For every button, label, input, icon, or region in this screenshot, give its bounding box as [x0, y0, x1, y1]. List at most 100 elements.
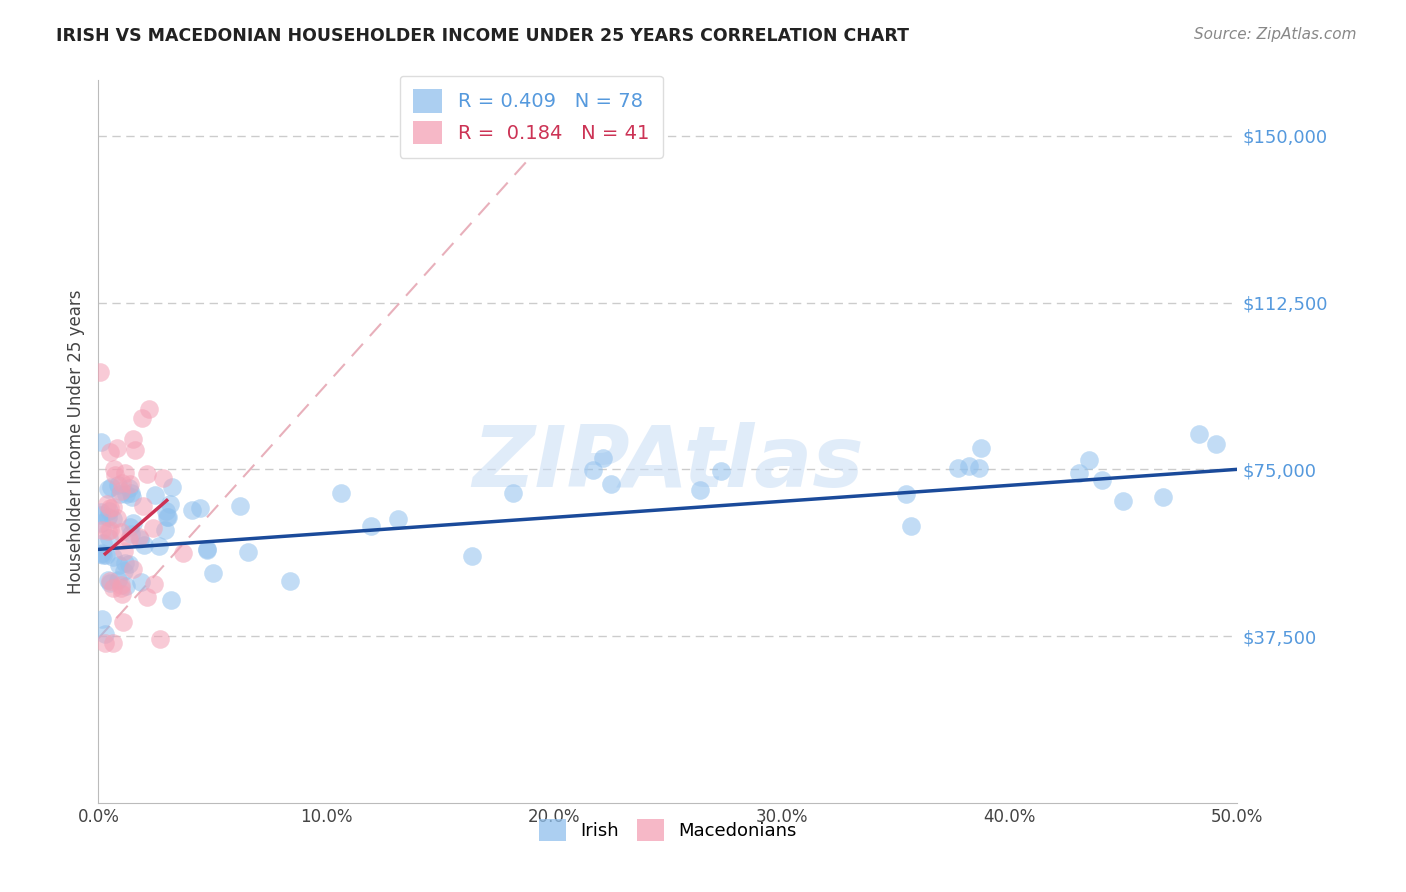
- Point: [101, 500, 124, 515]
- Point: [229, 499, 252, 513]
- Point: [159, 592, 181, 607]
- Point: [94, 627, 117, 641]
- Point: [156, 509, 179, 524]
- Point: [110, 524, 132, 539]
- Point: [97, 483, 120, 497]
- Point: [582, 463, 605, 477]
- Point: [121, 490, 143, 504]
- Point: [91, 612, 114, 626]
- Point: [1152, 490, 1174, 504]
- Text: Source: ZipAtlas.com: Source: ZipAtlas.com: [1194, 27, 1357, 42]
- Text: ZIPAtlas: ZIPAtlas: [472, 422, 863, 505]
- Point: [110, 578, 132, 592]
- Point: [181, 502, 204, 516]
- Point: [156, 510, 179, 524]
- Point: [103, 581, 125, 595]
- Point: [896, 487, 918, 501]
- Point: [149, 632, 172, 646]
- Point: [98, 523, 121, 537]
- Point: [202, 566, 225, 581]
- Point: [105, 441, 128, 455]
- Point: [101, 636, 124, 650]
- Point: [90, 504, 112, 518]
- Point: [120, 485, 142, 500]
- Point: [155, 504, 177, 518]
- Point: [104, 467, 127, 482]
- Point: [98, 574, 121, 588]
- Point: [461, 549, 484, 563]
- Point: [91, 536, 114, 550]
- Point: [98, 504, 121, 518]
- Point: [360, 519, 382, 533]
- Point: [103, 461, 125, 475]
- Point: [129, 575, 152, 590]
- Text: IRISH VS MACEDONIAN HOUSEHOLDER INCOME UNDER 25 YEARS CORRELATION CHART: IRISH VS MACEDONIAN HOUSEHOLDER INCOME U…: [56, 27, 910, 45]
- Point: [948, 461, 970, 475]
- Point: [98, 575, 121, 590]
- Point: [107, 574, 129, 588]
- Point: [118, 558, 141, 572]
- Point: [195, 543, 218, 558]
- Point: [900, 519, 922, 533]
- Point: [112, 564, 135, 578]
- Point: [94, 636, 117, 650]
- Point: [112, 544, 135, 558]
- Point: [142, 520, 165, 534]
- Point: [132, 499, 155, 513]
- Point: [153, 523, 176, 537]
- Legend: Irish, Macedonians: Irish, Macedonians: [531, 812, 804, 848]
- Point: [101, 550, 124, 565]
- Point: [142, 576, 165, 591]
- Point: [172, 546, 194, 560]
- Point: [143, 488, 166, 502]
- Point: [100, 480, 122, 494]
- Point: [90, 523, 112, 537]
- Point: [111, 587, 134, 601]
- Point: [90, 516, 112, 530]
- Point: [96, 497, 118, 511]
- Point: [89, 365, 111, 379]
- Point: [1188, 426, 1211, 441]
- Point: [111, 615, 134, 629]
- Point: [129, 532, 152, 546]
- Point: [97, 573, 120, 587]
- Point: [188, 501, 211, 516]
- Point: [114, 556, 136, 570]
- Point: [98, 445, 121, 459]
- Point: [118, 481, 141, 495]
- Point: [195, 541, 218, 556]
- Point: [236, 545, 259, 559]
- Point: [118, 532, 141, 546]
- Y-axis label: Householder Income Under 25 years: Householder Income Under 25 years: [66, 289, 84, 594]
- Point: [689, 483, 711, 497]
- Point: [159, 497, 181, 511]
- Point: [97, 524, 120, 538]
- Point: [122, 561, 145, 575]
- Point: [97, 531, 120, 545]
- Point: [120, 520, 142, 534]
- Point: [94, 548, 117, 562]
- Point: [592, 451, 614, 466]
- Point: [105, 511, 128, 525]
- Point: [90, 547, 112, 561]
- Point: [128, 530, 150, 544]
- Point: [278, 574, 301, 589]
- Point: [108, 487, 131, 501]
- Point: [101, 512, 124, 526]
- Point: [115, 579, 138, 593]
- Point: [957, 458, 980, 473]
- Point: [135, 591, 157, 605]
- Point: [110, 581, 132, 595]
- Point: [709, 464, 731, 478]
- Point: [111, 476, 134, 491]
- Point: [120, 527, 142, 541]
- Point: [1069, 466, 1091, 480]
- Point: [387, 512, 409, 526]
- Point: [134, 539, 156, 553]
- Point: [124, 443, 146, 458]
- Point: [131, 410, 153, 425]
- Point: [121, 432, 143, 446]
- Point: [148, 539, 170, 553]
- Point: [110, 484, 132, 499]
- Point: [91, 548, 114, 562]
